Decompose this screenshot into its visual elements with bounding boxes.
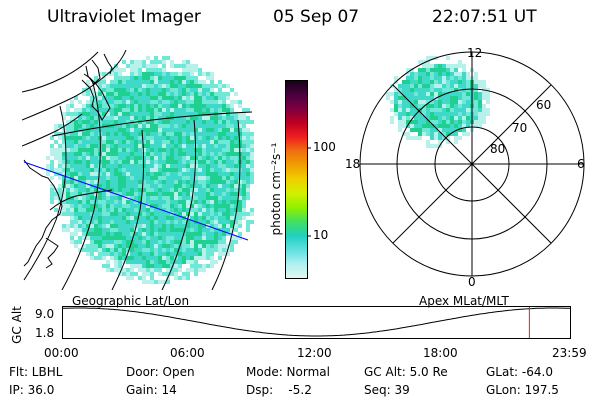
colorbar-tick-10: 10 (313, 228, 329, 242)
lat-label-60: 60 (536, 98, 552, 112)
mlt-label-0: 0 (468, 275, 476, 289)
altitude-curve (61, 307, 571, 337)
geographic-map (22, 50, 254, 290)
orbit-xtick-1: 06:00 (170, 346, 205, 360)
orbit-ytick-top: 9.0 (35, 307, 55, 321)
orbit-xtick-3: 18:00 (423, 346, 458, 360)
status-seq: Seq: 39 (364, 383, 410, 397)
colorbar-label: photon cm⁻²s⁻¹ (269, 142, 283, 236)
lat-lon-grid (22, 50, 253, 290)
polar-map-label: Apex MLat/MLT (419, 294, 509, 308)
status-door: Door: Open (126, 365, 195, 379)
polar-aurora-field (386, 56, 490, 148)
status-glat: GLat: -64.0 (486, 365, 553, 379)
orbit-altitude-plot (61, 306, 571, 339)
time-label: 22:07:51 UT (432, 7, 537, 27)
orbit-ylabel: GC Alt (10, 306, 24, 344)
orbit-xtick-4: 23:59 (552, 346, 587, 360)
polar-plot (359, 51, 585, 277)
status-mode: Mode: Normal (246, 365, 330, 379)
mlt-label-6: 6 (577, 157, 585, 171)
mlt-label-18: 18 (345, 157, 361, 171)
geo-map-label: Geographic Lat/Lon (72, 294, 190, 308)
status-glon: GLon: 197.5 (486, 383, 559, 397)
status-flt: Flt: LBHL (9, 365, 63, 379)
orbit-xtick-0: 00:00 (44, 346, 79, 360)
coastline (23, 53, 113, 269)
lat-label-70: 70 (512, 121, 528, 135)
status-dsp: Dsp: -5.2 (246, 383, 312, 397)
status-gc-alt: GC Alt: 5.0 Re (364, 365, 448, 379)
mlt-label-12: 12 (467, 46, 483, 60)
date-label: 05 Sep 07 (273, 7, 360, 27)
status-ip: IP: 36.0 (9, 383, 55, 397)
colorbar (285, 80, 308, 279)
orbit-ytick-bottom: 1.8 (35, 326, 55, 340)
colorbar-ticks (307, 147, 311, 237)
polar-grid (359, 51, 585, 277)
lat-label-80: 80 (490, 142, 506, 156)
orbit-track (23, 161, 249, 241)
geo-aurora-field (46, 56, 254, 284)
orbit-xtick-2: 12:00 (297, 346, 332, 360)
instrument-title: Ultraviolet Imager (47, 7, 201, 27)
status-gain: Gain: 14 (126, 383, 177, 397)
colorbar-tick-100: 100 (313, 140, 336, 154)
